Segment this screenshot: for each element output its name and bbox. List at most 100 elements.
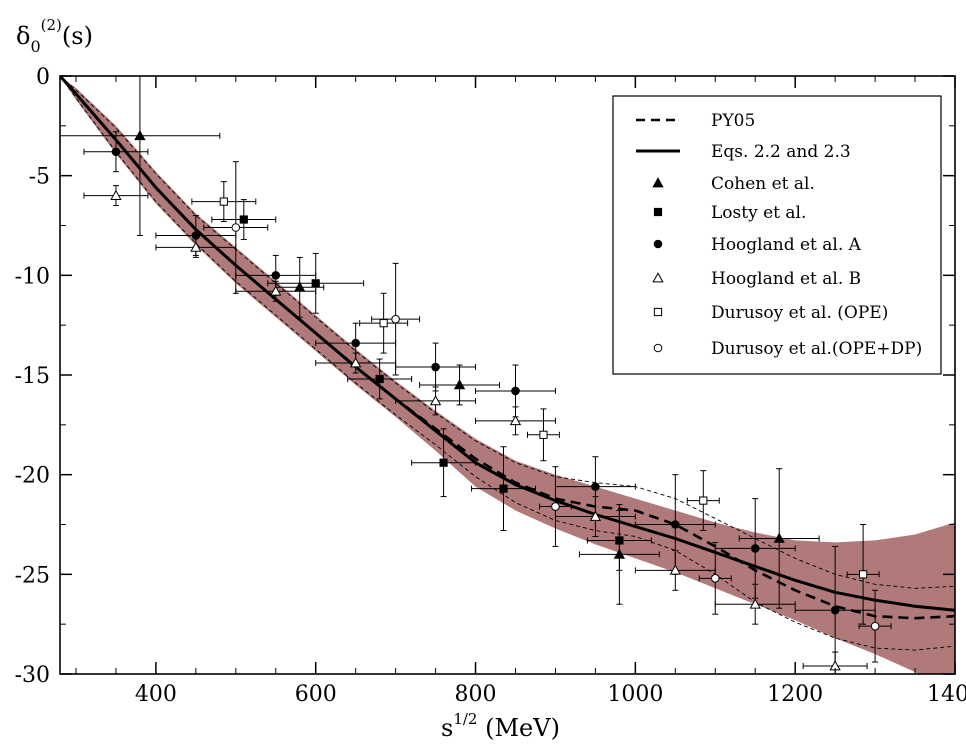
marker-hoogland-et-al-a [511, 386, 520, 396]
data-point-hoogland-et-al-a-1 [83, 131, 149, 173]
marker-hoogland-et-al-b [110, 189, 122, 200]
marker-cohen-et-al [134, 129, 146, 141]
legend-marker-hoogland-et-al-b [652, 272, 664, 283]
marker-durusoy-et-al-ope [379, 319, 388, 328]
legend-hoogland-b-label: Hoogland et al. B [711, 269, 861, 289]
legend-marker-durusoy-et-al-ope [653, 307, 663, 317]
data-point-losty-et-al-6 [586, 510, 652, 571]
y-tick-label: -30 [15, 663, 50, 688]
data-point-hoogland-et-al-b-1 [83, 185, 149, 207]
data-point-hoogland-et-al-a-5 [395, 342, 477, 392]
series-hoogland-et-al-b [83, 185, 868, 674]
y-tick-label: 0 [36, 65, 50, 90]
marker-losty-et-al [439, 458, 448, 467]
data-point-hoogland-et-al-a-3 [235, 254, 317, 296]
marker-hoogland-et-al-a [431, 362, 440, 372]
data-point-durusoy-et-al-ope-dp-5 [858, 589, 892, 663]
marker-hoogland-et-al-b [669, 564, 681, 575]
marker-hoogland-et-al-b [190, 241, 202, 252]
y-tick-label: -15 [15, 364, 50, 389]
data-point-losty-et-al-5 [471, 446, 536, 531]
x-axis-symbol: s [441, 714, 453, 742]
data-point-cohen-et-al-1 [60, 76, 221, 236]
data-point-losty-et-al-3 [347, 358, 413, 400]
legend-eqs-label: Eqs. 2.2 and 2.3 [711, 142, 851, 162]
data-point-durusoy-et-al-ope-5 [846, 524, 880, 625]
data-point-durusoy-et-al-ope-3 [526, 408, 560, 462]
y-tick-label: -25 [15, 563, 50, 588]
marker-hoogland-et-al-a [750, 544, 760, 553]
marker-hoogland-et-al-b [429, 395, 442, 406]
marker-hoogland-et-al-a [111, 147, 121, 157]
uncertainty-band-area [60, 76, 955, 674]
marker-cohen-et-al [773, 532, 785, 543]
data-point-durusoy-et-al-ope-dp-1 [203, 161, 269, 294]
marker-hoogland-et-al-b [509, 415, 522, 426]
uncertainty-band [60, 76, 955, 674]
y-tick-label: -20 [15, 464, 50, 489]
marker-cohen-et-al [453, 379, 466, 390]
data-point-durusoy-et-al-ope-2 [359, 292, 409, 354]
marker-losty-et-al [311, 279, 320, 288]
data-point-hoogland-et-al-b-8 [634, 549, 716, 591]
data-point-hoogland-et-al-b-3 [235, 280, 317, 302]
series-durusoy-et-al-ope-dp [203, 161, 892, 663]
legend-hoogland-a-label: Hoogland et al. A [711, 235, 862, 255]
data-point-durusoy-et-al-ope-dp-2 [371, 262, 421, 376]
data-point-hoogland-et-al-b-6 [475, 406, 556, 436]
data-point-durusoy-et-al-ope-4 [686, 470, 720, 531]
x-axis-superscript: 1/2 [453, 710, 477, 728]
data-point-cohen-et-al-5 [738, 468, 820, 609]
legend-marker-cohen-et-al [652, 177, 664, 188]
legend: PY05 Eqs. 2.2 and 2.3 Cohen et al. Losty… [612, 95, 942, 375]
marker-durusoy-et-al-ope [859, 570, 868, 579]
x-axis-suffix: (MeV) [477, 714, 559, 742]
marker-durusoy-et-al-ope-dp [391, 314, 400, 324]
y-tick-label: -10 [15, 264, 50, 289]
y-axis-title: δ0(2)(s) [16, 16, 93, 56]
series-durusoy-et-al-ope [191, 181, 880, 625]
legend-durusoy-opedp-label: Durusoy et al.(OPE+DP) [711, 339, 922, 359]
marker-hoogland-et-al-a [830, 605, 840, 615]
marker-durusoy-et-al-ope-dp [710, 574, 720, 583]
x-tick-label: 1200 [767, 682, 823, 707]
marker-durusoy-et-al-ope [539, 430, 548, 439]
marker-hoogland-et-al-a [671, 520, 680, 529]
curve-eqs-2-2-and-2-3 [60, 76, 955, 612]
legend-durusoy-ope-label: Durusoy et al. (OPE) [711, 303, 888, 323]
legend-marker-hoogland-et-al-a [653, 239, 663, 249]
marker-hoogland-et-al-a [351, 338, 360, 348]
marker-hoogland-et-al-b [749, 598, 761, 609]
data-point-losty-et-al-2 [267, 252, 365, 314]
legend-box [612, 95, 942, 375]
data-point-losty-et-al-4 [411, 428, 477, 498]
y-axis-symbol: δ [16, 22, 30, 50]
marker-durusoy-et-al-ope [219, 197, 228, 206]
marker-losty-et-al [615, 536, 624, 545]
marker-losty-et-al [499, 484, 508, 493]
marker-hoogland-et-al-a [271, 271, 281, 280]
x-tick-label: 1000 [607, 682, 663, 707]
marker-durusoy-et-al-ope-dp [870, 621, 880, 631]
y-axis-suffix: (s) [62, 22, 93, 50]
marker-hoogland-et-al-b [350, 357, 362, 368]
marker-durusoy-et-al-ope [699, 496, 708, 505]
data-point-hoogland-et-al-b-5 [395, 386, 477, 416]
marker-losty-et-al [239, 215, 248, 224]
legend-marker-durusoy-et-al-ope-dp [653, 343, 663, 353]
data-point-hoogland-et-al-b-7 [554, 496, 636, 537]
y-axis-superscript: (2) [41, 16, 62, 34]
data-point-durusoy-et-al-ope-1 [191, 181, 257, 223]
model-curves [60, 76, 955, 620]
data-point-hoogland-et-al-b-10 [802, 651, 868, 674]
data-point-durusoy-et-al-ope-dp-3 [538, 466, 572, 547]
data-point-hoogland-et-al-b-4 [315, 352, 397, 374]
data-point-cohen-et-al-3 [419, 364, 501, 406]
marker-hoogland-et-al-b [589, 510, 602, 521]
py05-upper-bound [60, 76, 955, 589]
py05-lower-bound [60, 76, 955, 651]
x-axis-title: s1/2 (MeV) [441, 710, 560, 742]
py05-error-bounds [60, 76, 955, 651]
